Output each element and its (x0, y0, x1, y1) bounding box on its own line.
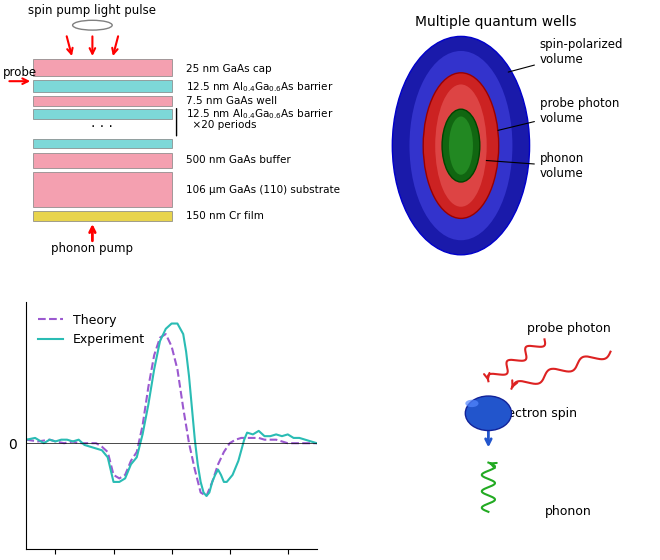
Theory (180, 405, 187, 412)
Theory (46, 436, 53, 443)
Theory (296, 440, 304, 446)
Ellipse shape (449, 116, 473, 175)
FancyBboxPatch shape (33, 172, 172, 207)
Theory (127, 458, 135, 464)
Experiment (98, 447, 106, 454)
Theory (214, 461, 222, 468)
Legend: Theory, Experiment: Theory, Experiment (32, 309, 150, 351)
Theory (133, 449, 141, 455)
Text: phonon
volume: phonon volume (484, 152, 584, 180)
Theory (209, 479, 216, 486)
FancyBboxPatch shape (33, 59, 172, 76)
Theory (313, 440, 321, 446)
Text: probe: probe (3, 66, 38, 78)
Theory (156, 334, 164, 341)
Experiment (22, 436, 30, 443)
Text: probe photon
volume: probe photon volume (498, 97, 619, 130)
Text: 12.5 nm Al$_{0.4}$Ga$_{0.6}$As barrier: 12.5 nm Al$_{0.4}$Ga$_{0.6}$As barrier (187, 80, 334, 94)
Theory (278, 438, 286, 445)
Ellipse shape (435, 85, 486, 207)
Experiment (313, 440, 321, 446)
Theory (272, 436, 280, 443)
Text: · · ·: · · · (91, 120, 114, 134)
Y-axis label: Polarization rotation: Polarization rotation (0, 349, 3, 502)
Theory (238, 435, 246, 441)
Ellipse shape (442, 109, 480, 182)
Theory (150, 352, 158, 358)
Theory (92, 440, 100, 446)
Theory (115, 475, 123, 482)
Theory (98, 444, 106, 450)
Theory (197, 489, 205, 496)
Theory (168, 343, 176, 350)
Experiment (150, 366, 158, 372)
Theory (81, 440, 88, 446)
Ellipse shape (465, 400, 478, 407)
Theory (110, 472, 117, 478)
Theory (249, 435, 257, 441)
Theory (284, 440, 292, 446)
FancyBboxPatch shape (33, 211, 172, 221)
Ellipse shape (409, 51, 512, 240)
Theory (121, 472, 129, 478)
Text: 7.5 nm GaAs well: 7.5 nm GaAs well (187, 96, 278, 106)
Experiment (197, 479, 205, 486)
Text: probe photon: probe photon (527, 322, 611, 335)
Text: spin-polarized
volume: spin-polarized volume (508, 39, 624, 72)
Text: phonon: phonon (544, 505, 591, 519)
Text: Multiple quantum wells: Multiple quantum wells (414, 15, 576, 29)
Theory (34, 438, 42, 445)
Theory (174, 366, 182, 372)
Text: electron spin: electron spin (496, 407, 578, 420)
Theory (162, 331, 170, 338)
Line: Experiment: Experiment (26, 324, 317, 496)
Theory (104, 449, 112, 455)
Theory (220, 449, 228, 455)
Theory (75, 440, 82, 446)
Theory (226, 440, 234, 446)
Theory (261, 436, 269, 443)
Experiment (211, 472, 219, 478)
Theory (191, 466, 199, 473)
Experiment (110, 479, 117, 486)
Theory (267, 436, 275, 443)
Text: ×20 periods: ×20 periods (187, 120, 257, 130)
FancyBboxPatch shape (33, 153, 172, 168)
Theory (301, 440, 309, 446)
Theory (185, 440, 193, 446)
Theory (22, 436, 30, 443)
Theory (290, 440, 298, 446)
Theory (69, 438, 77, 445)
Experiment (168, 320, 176, 327)
Theory (139, 422, 147, 429)
Ellipse shape (465, 396, 512, 431)
Theory (255, 435, 263, 441)
Text: 106 μm GaAs (110) substrate: 106 μm GaAs (110) substrate (187, 185, 341, 195)
Theory (60, 440, 68, 446)
Experiment (272, 431, 280, 438)
Ellipse shape (423, 73, 499, 218)
Theory (86, 440, 94, 446)
Text: phonon pump: phonon pump (51, 242, 133, 255)
Theory (232, 436, 240, 443)
Text: 25 nm GaAs cap: 25 nm GaAs cap (187, 64, 272, 73)
Line: Theory: Theory (26, 334, 317, 496)
FancyBboxPatch shape (33, 80, 172, 92)
FancyBboxPatch shape (33, 139, 172, 148)
Text: 500 nm GaAs buffer: 500 nm GaAs buffer (187, 155, 291, 165)
FancyBboxPatch shape (33, 109, 172, 119)
Theory (51, 438, 59, 445)
Experiment (203, 493, 211, 500)
Ellipse shape (392, 36, 529, 255)
Text: spin pump light pulse: spin pump light pulse (28, 4, 156, 17)
Text: 150 nm Cr film: 150 nm Cr film (187, 211, 264, 221)
FancyBboxPatch shape (33, 96, 172, 106)
Theory (203, 493, 211, 500)
Theory (243, 435, 251, 441)
Text: 12.5 nm Al$_{0.4}$Ga$_{0.6}$As barrier: 12.5 nm Al$_{0.4}$Ga$_{0.6}$As barrier (187, 108, 334, 121)
Theory (145, 384, 152, 390)
